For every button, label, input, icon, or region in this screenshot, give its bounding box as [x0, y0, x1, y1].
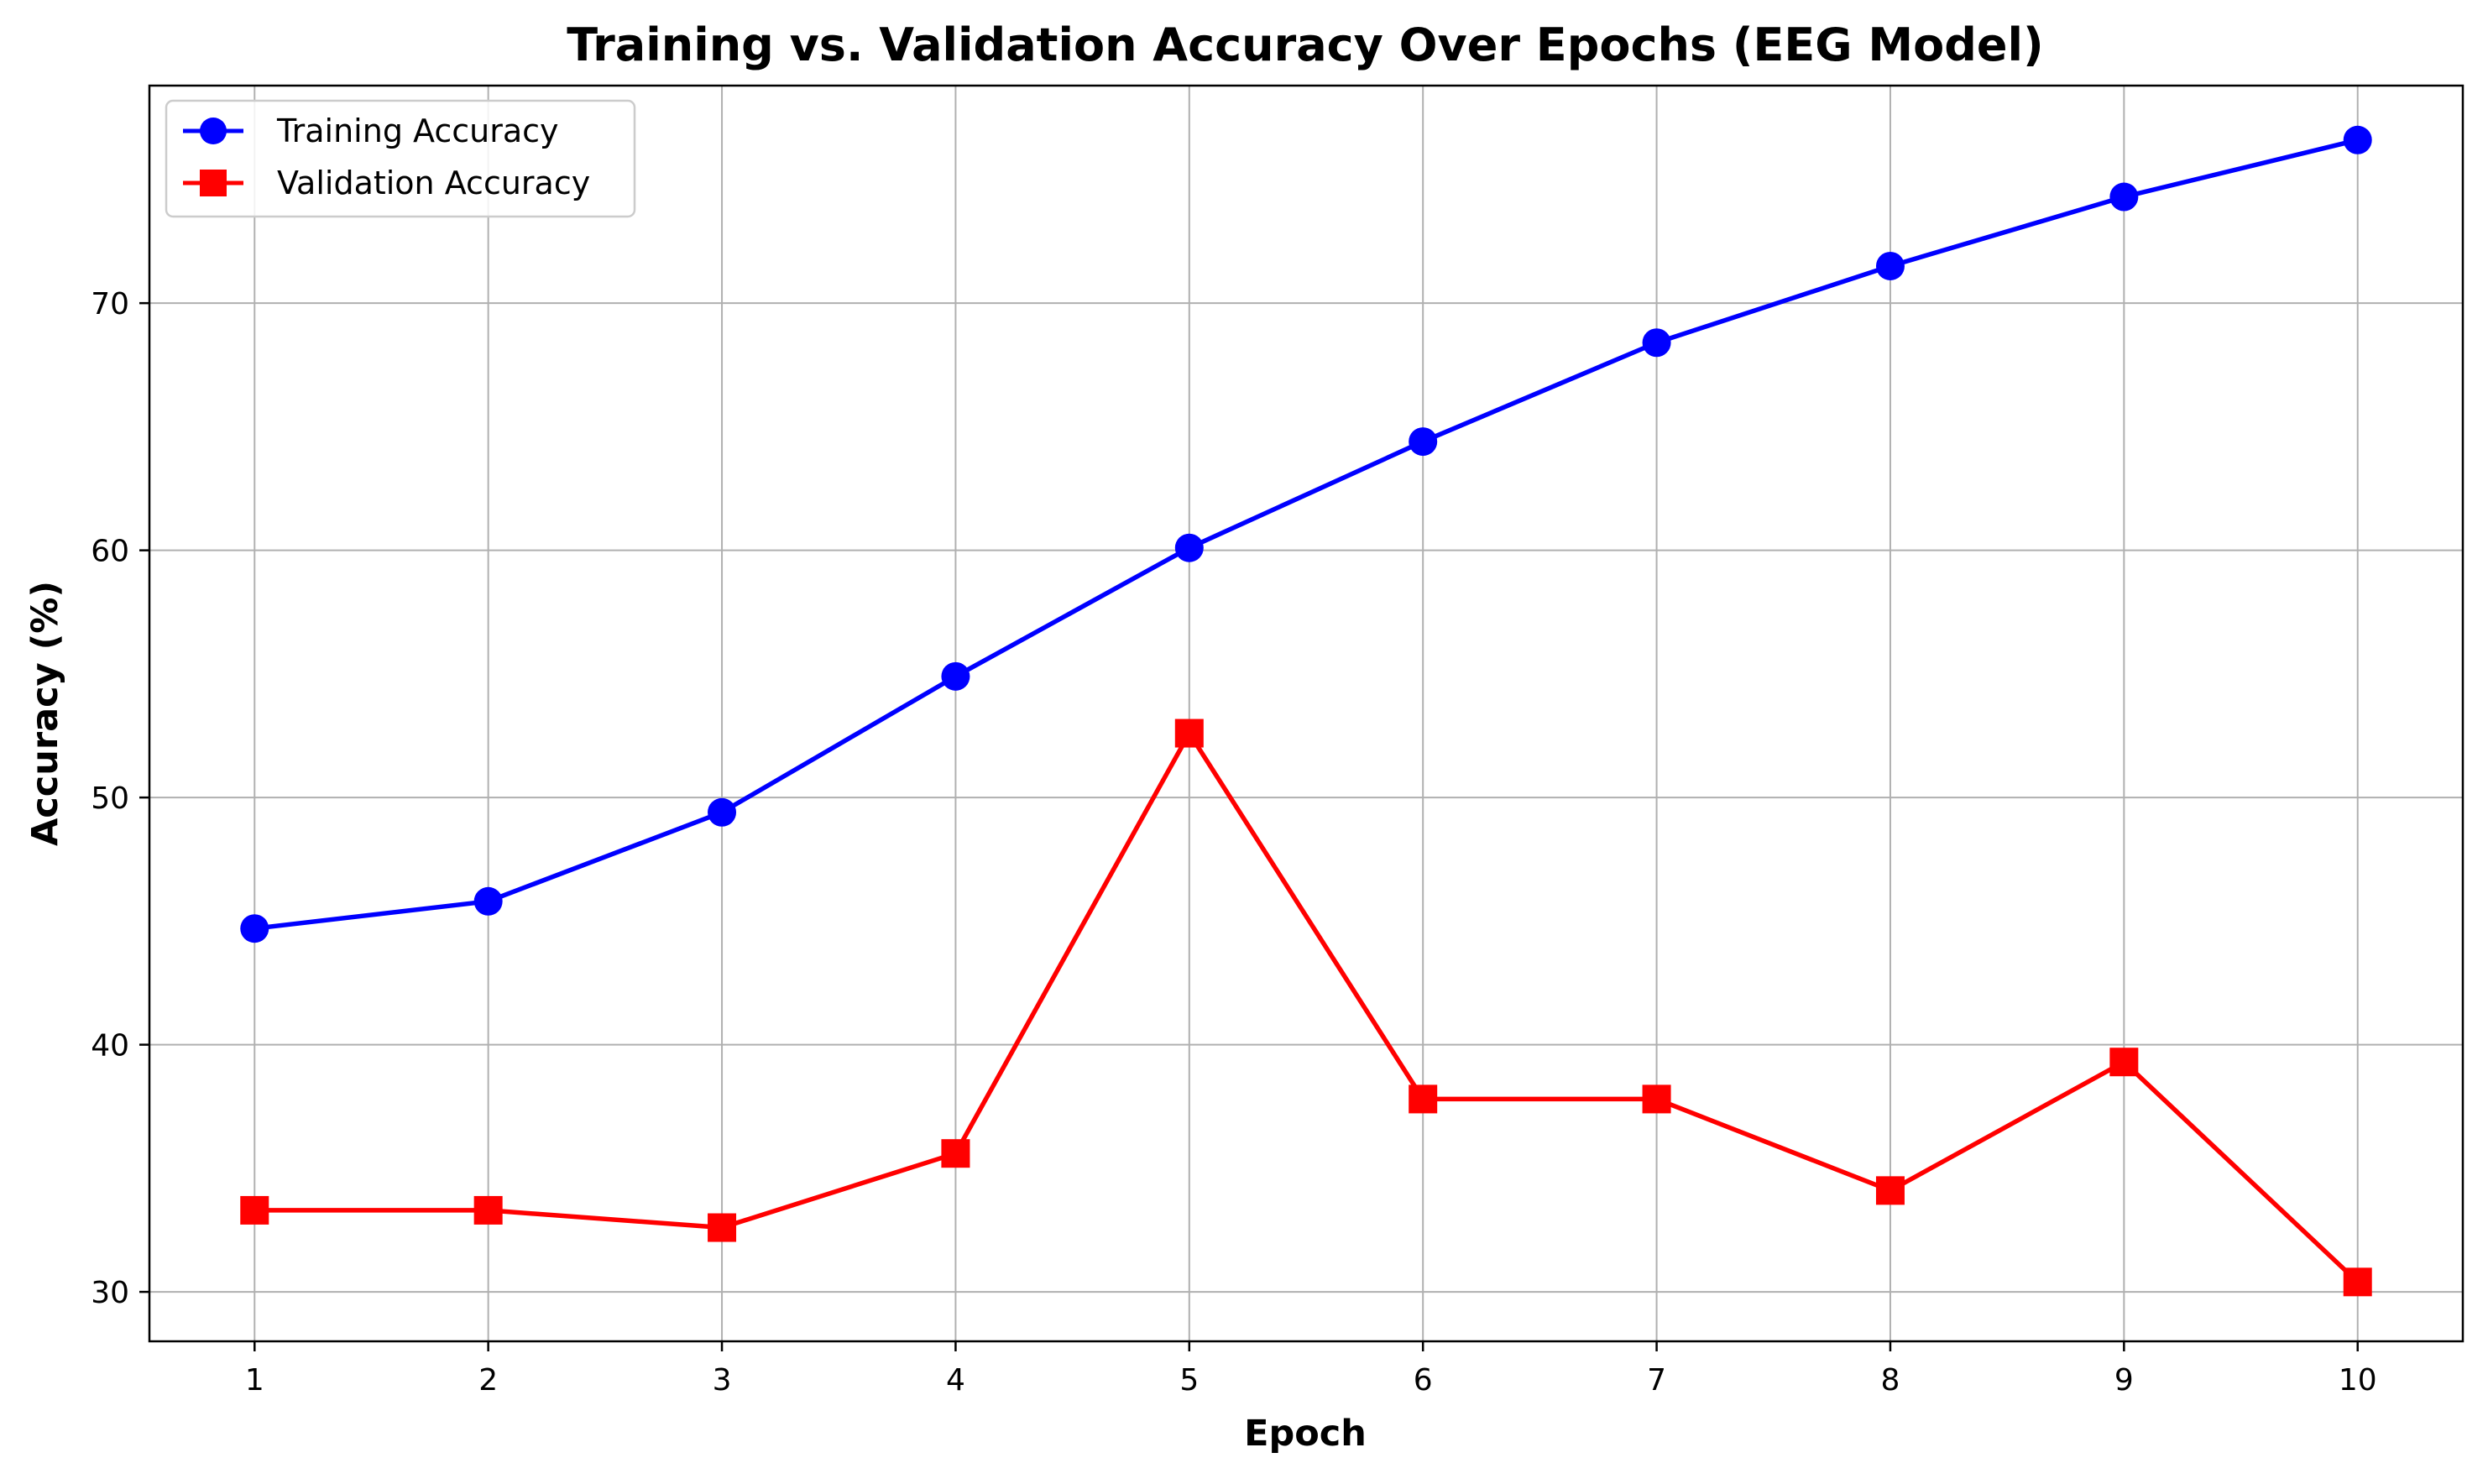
x-tick-label: 5 — [1179, 1363, 1199, 1398]
series-layer — [240, 125, 2372, 1297]
training-accuracy-point — [1409, 427, 1438, 457]
training-accuracy-line — [254, 138, 2359, 931]
validation-accuracy-point — [240, 1195, 269, 1225]
validation-accuracy-point — [2109, 1048, 2139, 1077]
training-accuracy-point — [1174, 533, 1204, 562]
validation-accuracy-point — [1174, 718, 1204, 748]
x-tick-label: 3 — [713, 1363, 732, 1398]
y-tick-label: 40 — [91, 1029, 129, 1063]
x-tick-label: 7 — [1647, 1363, 1666, 1398]
x-tick-label: 8 — [1881, 1363, 1900, 1398]
x-tick-label: 2 — [478, 1363, 498, 1398]
training-accuracy-point — [941, 661, 970, 691]
validation-accuracy-point — [473, 1195, 503, 1225]
legend-validation-marker — [200, 170, 227, 196]
x-tick-label: 9 — [2114, 1363, 2134, 1398]
legend: Training Accuracy Validation Accuracy — [165, 99, 636, 218]
validation-accuracy-point — [708, 1213, 737, 1242]
training-accuracy-point — [1875, 251, 1905, 280]
validation-accuracy-point — [1409, 1084, 1438, 1114]
training-accuracy-point — [2109, 182, 2139, 212]
grid-lines — [149, 86, 2463, 1341]
plot-area-frame — [148, 84, 2464, 1343]
y-axis-label: Accuracy (%) — [24, 581, 66, 846]
y-tick-label: 30 — [91, 1276, 129, 1310]
x-tick-label: 6 — [1414, 1363, 1433, 1398]
validation-accuracy-point — [2343, 1267, 2372, 1297]
legend-training-label: Training Accuracy — [276, 112, 559, 149]
validation-accuracy-point — [941, 1139, 970, 1168]
legend-training-marker — [200, 118, 227, 144]
x-tick-label: 1 — [245, 1363, 264, 1398]
training-accuracy-point — [240, 914, 269, 943]
x-axis-label: Epoch — [1244, 1413, 1367, 1455]
training-accuracy-point — [2343, 125, 2372, 154]
training-accuracy-point — [1642, 328, 1671, 358]
legend-validation-label: Validation Accuracy — [277, 165, 590, 201]
y-tick-label: 50 — [91, 781, 129, 816]
validation-accuracy-point — [1875, 1176, 1905, 1205]
training-accuracy-point — [473, 886, 503, 916]
validation-accuracy-line — [254, 730, 2360, 1284]
y-tick-label: 60 — [91, 535, 129, 569]
validation-accuracy-point — [1642, 1084, 1671, 1114]
x-tick-label: 4 — [946, 1363, 965, 1398]
legend-box — [165, 99, 636, 218]
axis-ticks: 1 2 3 4 5 6 7 8 9 10 30 40 50 60 70 — [91, 287, 2376, 1398]
training-accuracy-point — [708, 797, 737, 827]
chart-title: Training vs. Validation Accuracy Over Ep… — [567, 18, 2043, 71]
x-tick-label: 10 — [2339, 1363, 2377, 1398]
y-tick-label: 70 — [91, 287, 129, 321]
